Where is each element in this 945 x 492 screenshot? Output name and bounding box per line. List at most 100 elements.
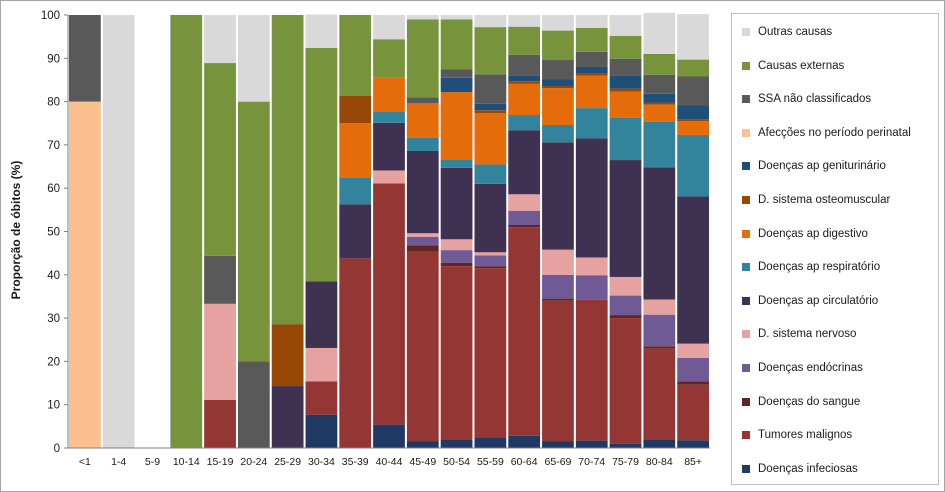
bar-segment [508,75,541,82]
y-tick-label: 50 [47,227,60,239]
legend-label: D. sistema nervoso [758,328,857,341]
y-axis-title: Proporção de óbitos (%) [8,60,24,400]
bar-segment [474,27,507,75]
bar-segment [542,441,574,448]
bar-segment [609,88,642,92]
bar-segment [237,361,270,448]
bar-segment [677,196,709,344]
bar-segment [440,159,473,168]
y-tick-label: 90 [47,53,60,65]
bar-segment [474,268,507,438]
x-tick-label: 70-74 [578,456,605,468]
bar-segment [440,167,473,240]
bar-segment [406,236,439,246]
bar-segment [508,194,541,211]
bar-segment [643,167,676,300]
bar-segment [677,121,709,135]
legend-item: Doenças ap digestivo [742,226,868,242]
bar-segment [204,63,236,256]
bar-segment [474,183,507,253]
x-tick-label: 80-84 [646,456,673,468]
bar-segment [643,93,676,103]
bar-segment [237,101,270,362]
bar-segment [474,266,507,269]
legend-swatch [742,296,750,305]
bar-segment [204,255,236,304]
bar-segment [69,101,101,448]
bar-segment [575,51,608,67]
bar-segment [609,35,642,59]
legend-swatch [742,464,750,473]
bar-segment [542,274,574,299]
bar-segment [406,245,439,251]
bar-segment [102,15,135,448]
bar-segment [474,164,507,184]
bar-segment [406,250,439,442]
legend-swatch [742,229,750,238]
bar-segment [542,15,574,31]
bar-segment [440,69,473,78]
bar-segment [237,15,270,102]
bar-segment [575,299,608,441]
legend-item: Afecções no período perinatal [742,125,911,141]
legend-item: Outras causas [742,24,832,40]
legend-item: Causas externas [742,58,844,74]
bar-segment [508,435,541,448]
x-tick-label: <1 [79,456,91,468]
bar-segment [373,77,405,112]
bar-segment [575,138,608,258]
bar-segment [508,225,541,228]
bar-segment [339,15,372,96]
bar-segment [508,81,541,84]
x-tick-label: 10-14 [173,456,200,468]
bar-segment [474,255,507,267]
legend-item: SSA não classificados [742,91,871,107]
bar-segment [271,386,304,448]
bar-segment [575,108,608,139]
legend-swatch [742,330,750,339]
x-tick-label: 25-29 [274,456,301,468]
legend-label: Doenças ap circulatório [758,294,879,307]
bar-segment [643,346,676,349]
y-tick-label: 30 [47,313,60,325]
bar-segment [305,381,338,415]
bar-segment [508,227,541,436]
bar-segment [542,300,574,442]
bar-segment [406,97,439,104]
legend-swatch [742,28,750,36]
bar-segment [305,14,338,48]
bar-segment [575,75,608,109]
legend-swatch [742,397,750,406]
bar-segment [440,239,473,251]
bar-segment [609,276,642,296]
bar-segment [542,30,574,61]
bar-segment [643,121,676,168]
bar-segment [440,439,473,448]
bar-segment [440,19,473,70]
bar-segment [609,58,642,76]
legend-item: Doenças do sangue [742,394,860,410]
bar-segment [609,75,642,89]
bar-segment [508,130,541,195]
bar-segment [474,252,507,256]
bar-segment [406,15,439,20]
bar-segment [542,249,574,275]
bar-segment [575,440,608,448]
x-tick-label: 85+ [684,456,702,468]
y-tick-label: 40 [47,270,60,282]
bar-segment [609,318,642,444]
bar-segment [643,299,676,315]
bar-segment [305,47,338,282]
bar-segment [406,103,439,138]
bar-segment [204,399,236,448]
bar-segment [677,381,709,385]
bar-segment [474,113,507,165]
x-tick-label: 65-69 [545,456,572,468]
bar-segment [474,110,507,114]
legend-swatch [742,61,750,70]
legend-label: Afecções no período perinatal [758,126,911,139]
bar-segment [406,441,439,448]
bar-segment [508,26,541,55]
bar-segment [575,27,608,52]
bar-segment [643,74,676,94]
